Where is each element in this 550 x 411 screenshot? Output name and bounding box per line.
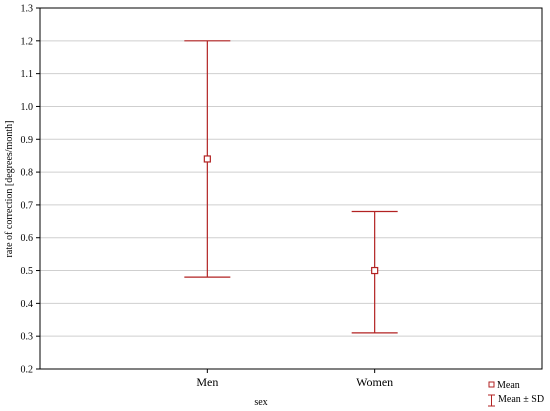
y-tick-label: 0.6 xyxy=(21,233,34,244)
x-axis-title: sex xyxy=(254,397,267,408)
mean-marker-men xyxy=(203,155,211,163)
series-layer xyxy=(184,40,398,334)
y-tick-label: 0.3 xyxy=(21,332,34,343)
x-tick-label: Men xyxy=(196,375,218,389)
y-tick-label: 1.0 xyxy=(21,102,34,113)
legend-mean-marker xyxy=(488,381,495,388)
y-axis-title: rate of correction [degrees/month] xyxy=(4,121,15,258)
legend-sd-marker xyxy=(488,394,495,407)
y-tick-label: 0.7 xyxy=(21,200,34,211)
y-tick-label: 1.3 xyxy=(21,4,34,15)
legend: Mean Mean ± SD xyxy=(488,380,544,407)
y-tick-label: 0.4 xyxy=(21,299,34,310)
y-tick-label: 0.2 xyxy=(21,365,34,376)
plot-frame xyxy=(39,7,543,370)
y-tick-label: 0.9 xyxy=(21,135,34,146)
grid-layer xyxy=(40,40,542,337)
y-tick-label: 0.8 xyxy=(21,168,34,179)
y-tick-label: 1.2 xyxy=(21,36,34,47)
y-tick-label: 0.5 xyxy=(21,266,34,277)
legend-sd-label: Mean ± SD xyxy=(498,394,544,405)
x-tick-label: Women xyxy=(356,375,393,389)
tick-layer: 0.2 0.3 0.4 0.5 0.6 0.7 0.8 0.9 1.0 1.1 1.2 1.3 Men W… xyxy=(21,4,394,390)
y-tick-label: 1.1 xyxy=(21,69,34,80)
mean-marker-women xyxy=(371,266,379,275)
legend-mean-label: Mean xyxy=(497,380,520,391)
